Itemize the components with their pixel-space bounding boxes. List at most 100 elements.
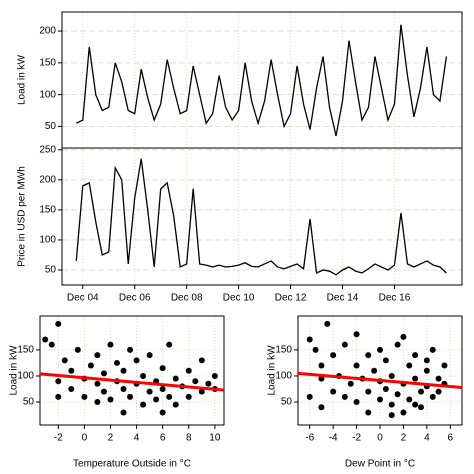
x-tick-label: -4 [329,433,338,444]
point [100,370,107,377]
y-axis-label: Load in kW [17,54,28,105]
point [388,372,395,379]
point [140,401,147,408]
point [61,357,68,364]
plot-frame [61,147,463,286]
point [74,346,81,353]
x-tick-label: Dec 06 [119,293,151,304]
x-tick-label: 0 [82,433,88,444]
point [418,404,424,411]
point [133,357,140,364]
point [94,380,101,387]
x-tick-label: 4 [134,433,140,444]
point [153,396,160,403]
point [324,320,331,327]
point [172,375,179,382]
x-tick-label: 10 [209,433,221,444]
point [382,386,389,393]
y-tick-label: 100 [17,371,34,382]
point [172,401,179,408]
x-axis-label: Dew Point in °C [345,459,415,470]
point [166,393,173,400]
y-tick-label: 150 [39,57,56,68]
y-axis-label: Price in USD per MWh [17,166,28,267]
point [353,399,360,406]
y-tick-label: 150 [17,345,34,356]
point [113,359,120,366]
point [330,352,337,359]
point [388,401,395,408]
y-tick-label: 50 [45,121,57,132]
point [330,388,337,395]
y-tick-label: 200 [39,174,56,185]
x-tick-label: Dec 04 [67,293,99,304]
x-tick-label: 2 [108,433,114,444]
point [341,393,348,400]
point [48,341,55,348]
point [400,409,407,416]
point [120,386,127,393]
point [400,333,407,340]
point [198,357,205,364]
point [100,388,107,395]
point [388,412,395,419]
point [211,372,218,379]
point [341,341,348,348]
point [306,336,313,343]
point [429,393,436,400]
x-tick-label: Dec 10 [223,293,255,304]
point [198,388,205,395]
point [429,346,436,353]
point [68,367,75,374]
point [318,375,325,382]
x-tick-label: -2 [352,433,361,444]
y-tick-label: 50 [281,397,293,408]
point [371,367,378,374]
point [87,362,94,369]
x-tick-label: Dec 14 [327,293,359,304]
point [68,386,75,393]
point [159,409,166,416]
point [166,341,173,348]
x-tick-label: 6 [160,433,166,444]
point [120,409,127,416]
y-tick-label: 200 [39,26,56,37]
point [377,396,383,403]
trend-line [297,371,463,389]
point [55,378,62,385]
point [435,388,442,395]
x-axis-label: Temperature Outside in °C [73,459,191,470]
point [406,362,413,369]
point [382,357,389,364]
x-tick-label: 2 [401,433,407,444]
y-tick-label: 100 [39,235,56,246]
point [306,393,313,400]
x-tick-label: -6 [305,433,314,444]
x-tick-label: Dec 16 [379,293,411,304]
point [365,352,372,359]
x-tick-label: 8 [186,433,192,444]
y-tick-label: 100 [39,89,56,100]
point [55,393,62,400]
point [365,388,372,395]
x-tick-label: Dec 08 [171,293,203,304]
y-tick-label: 50 [45,265,57,276]
point [353,362,360,369]
point [318,404,325,411]
trend-line [39,372,225,392]
point [365,409,372,416]
point [312,346,319,353]
point [42,336,49,343]
point [441,362,448,369]
y-tick-label: 100 [275,371,292,382]
point [185,393,192,400]
point [140,372,147,379]
point [94,399,101,406]
line [75,24,448,137]
x-tick-label: -2 [54,433,63,444]
y-tick-label: 50 [23,397,35,408]
x-tick-label: 4 [424,433,430,444]
point [423,367,430,374]
point [377,346,383,353]
